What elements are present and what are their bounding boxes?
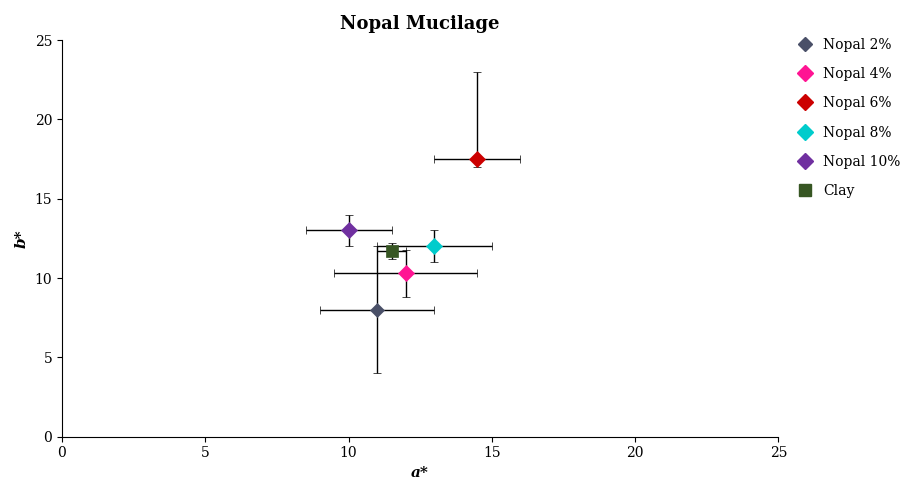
- Y-axis label: b*: b*: [15, 229, 29, 248]
- Legend: Nopal 2%, Nopal 4%, Nopal 6%, Nopal 8%, Nopal 10%, Clay: Nopal 2%, Nopal 4%, Nopal 6%, Nopal 8%, …: [786, 32, 906, 203]
- X-axis label: a*: a*: [412, 466, 429, 480]
- Title: Nopal Mucilage: Nopal Mucilage: [341, 15, 500, 33]
